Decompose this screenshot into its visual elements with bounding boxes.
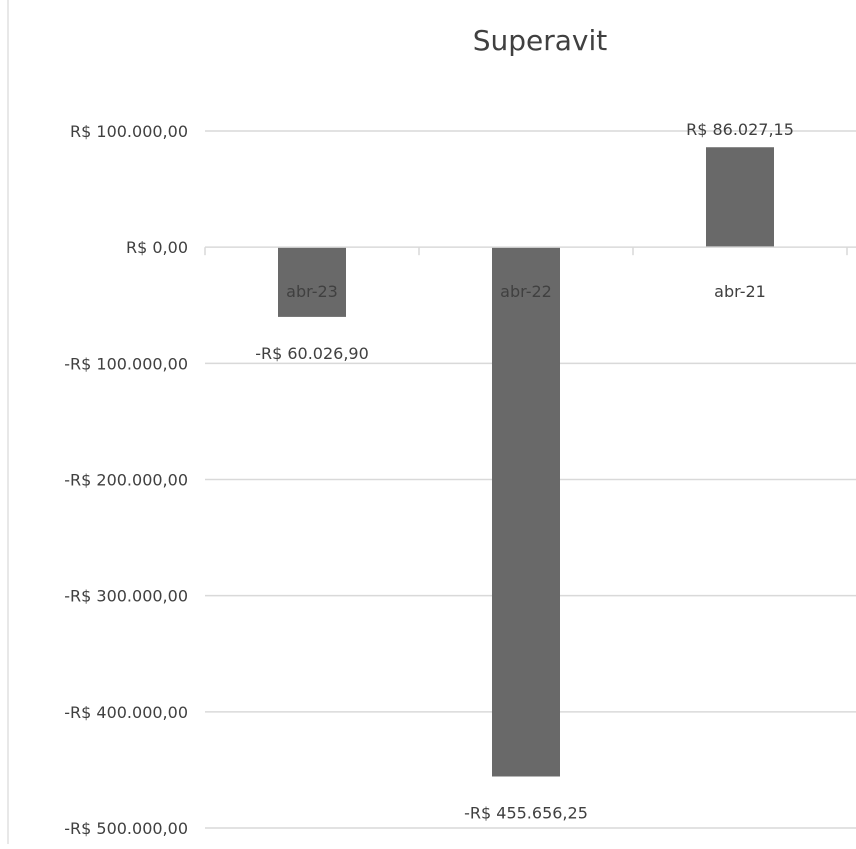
y-axis-tick-labels: R$ 100.000,00 R$ 0,00 -R$ 100.000,00 -R$ 20… — [64, 122, 188, 838]
y-tick-label: R$ 100.000,00 — [70, 122, 188, 141]
bar-abr-23 — [278, 247, 346, 317]
y-tick-label: -R$ 300.000,00 — [64, 587, 188, 606]
data-label: R$ 86.027,15 — [686, 120, 794, 139]
y-tick-label: R$ 0,00 — [126, 238, 188, 257]
category-label: abr-23 — [286, 282, 338, 301]
data-labels: -R$ 60.026,90 -R$ 455.656,25 R$ 86.027,15 — [255, 120, 794, 822]
category-axis — [204, 246, 856, 256]
y-tick-label: -R$ 200.000,00 — [64, 471, 188, 490]
y-tick-label: -R$ 400.000,00 — [64, 703, 188, 722]
category-label: abr-22 — [500, 282, 552, 301]
chart-title: Superavit — [473, 24, 608, 57]
category-label: abr-21 — [714, 282, 766, 301]
category-labels: abr-23 abr-22 abr-21 — [286, 282, 766, 301]
data-label: -R$ 60.026,90 — [255, 344, 369, 363]
bar-abr-22 — [492, 247, 560, 777]
bar-abr-21 — [706, 147, 774, 248]
data-label: -R$ 455.656,25 — [464, 803, 588, 822]
y-tick-label: -R$ 100.000,00 — [64, 354, 188, 373]
y-tick-label: -R$ 500.000,00 — [64, 819, 188, 838]
bars — [278, 147, 774, 777]
